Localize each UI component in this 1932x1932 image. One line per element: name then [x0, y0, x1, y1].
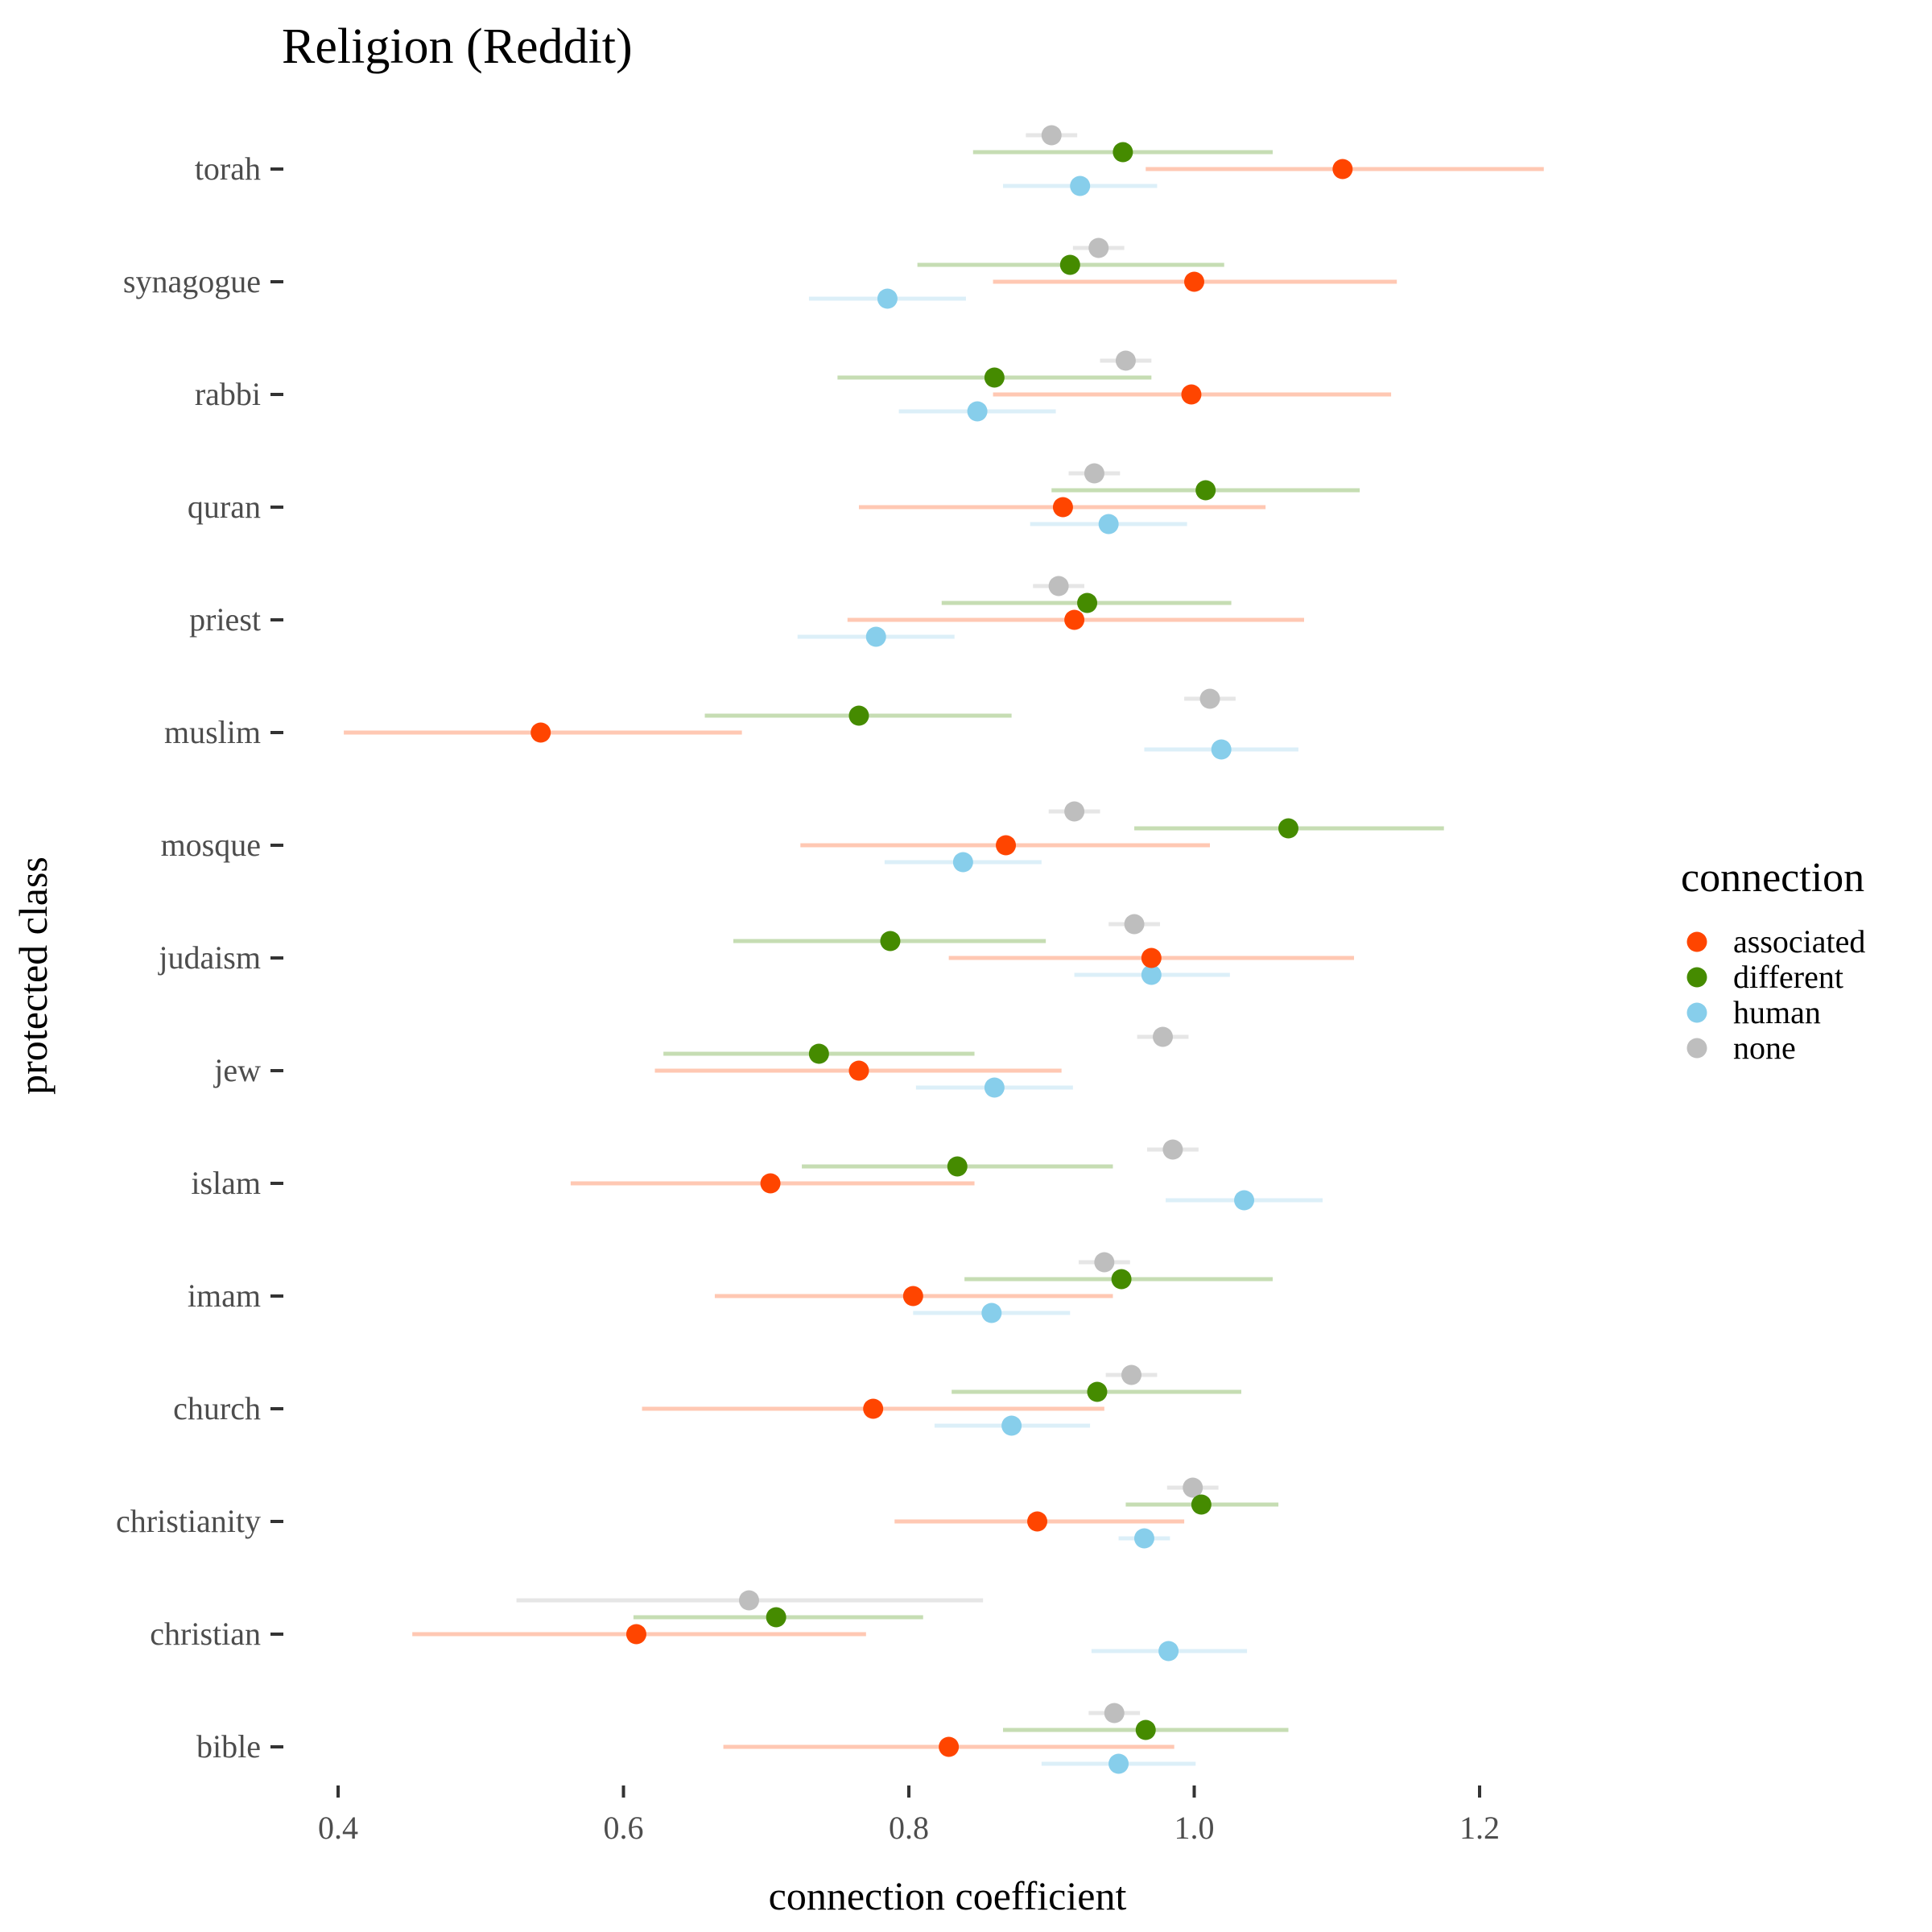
chart-title: Religion (Reddit) [282, 19, 633, 74]
legend-key-none [1686, 1038, 1707, 1059]
point-human [1001, 1415, 1022, 1436]
point-different [1113, 142, 1133, 163]
y-tick-label: bible [196, 1728, 261, 1765]
y-axis-label: protected class [10, 857, 56, 1095]
point-associated [1184, 271, 1204, 292]
point-associated [625, 1624, 646, 1645]
point-none [1088, 237, 1109, 258]
point-none [1064, 801, 1085, 822]
point-human [865, 626, 886, 647]
y-tick-label: judaism [157, 939, 261, 976]
legend-label-associated: associated [1733, 923, 1865, 960]
point-none [1162, 1139, 1183, 1160]
point-different [848, 705, 869, 726]
x-tick-label: 1.0 [1174, 1810, 1215, 1846]
y-tick-label: priest [189, 601, 261, 638]
confidence-intervals [344, 133, 1544, 1766]
y-tick-label: christian [150, 1616, 261, 1652]
point-none [1153, 1026, 1174, 1047]
y-tick-label: church [173, 1390, 261, 1426]
point-different [947, 1156, 968, 1177]
legend-label-different: different [1733, 959, 1843, 995]
y-axis: torah synagogue rabbi quran priest muslim mosq… [116, 151, 283, 1765]
point-associated [1141, 947, 1162, 968]
point-none [1104, 1703, 1125, 1724]
x-axis: 0.4 0.6 0.8 1.0 1.2 [318, 1785, 1500, 1846]
point-different [808, 1043, 829, 1064]
y-tick-label: islam [191, 1165, 261, 1201]
legend-key-associated [1686, 931, 1707, 952]
point-none [1199, 688, 1220, 709]
point-associated [1332, 159, 1353, 180]
point-none [1084, 463, 1104, 484]
point-none [1124, 914, 1145, 935]
point-none [1115, 350, 1136, 371]
y-tick-label: jew [213, 1052, 261, 1088]
point-associated [1052, 497, 1073, 518]
point-human [1098, 514, 1119, 535]
point-associated [939, 1736, 960, 1757]
y-tick-label: synagogue [123, 263, 261, 299]
point-human [1211, 739, 1232, 760]
y-tick-label: christianity [116, 1503, 261, 1539]
point-associated [530, 722, 551, 743]
y-tick-label: mosque [161, 827, 261, 863]
point-human [981, 1302, 1002, 1323]
point-none [1121, 1364, 1142, 1385]
point-human [877, 288, 898, 309]
point-human [1234, 1190, 1255, 1211]
y-tick-label: rabbi [195, 376, 261, 412]
point-none [1048, 576, 1069, 597]
point-none [1041, 125, 1062, 146]
point-different [1111, 1269, 1132, 1290]
x-tick-label: 0.6 [604, 1810, 644, 1846]
point-human [984, 1077, 1005, 1098]
point-human [967, 401, 988, 422]
point-human [1141, 964, 1162, 985]
point-none [738, 1590, 759, 1611]
point-different [1077, 592, 1098, 613]
point-human [952, 852, 973, 873]
point-human [1070, 175, 1091, 196]
point-human [1158, 1641, 1179, 1662]
y-tick-label: imam [188, 1278, 261, 1314]
legend-title: connection [1681, 855, 1864, 901]
point-different [1195, 480, 1216, 501]
point-associated [1181, 384, 1202, 405]
y-tick-label: muslim [164, 714, 261, 750]
data-points [530, 125, 1353, 1774]
point-different [1087, 1381, 1108, 1402]
x-axis-label: connection coefficient [769, 1873, 1127, 1918]
point-different [984, 367, 1005, 388]
x-tick-label: 1.2 [1459, 1810, 1500, 1846]
point-different [1278, 818, 1298, 839]
point-different [1135, 1719, 1156, 1740]
point-associated [848, 1060, 869, 1081]
legend-key-human [1686, 1002, 1707, 1023]
point-associated [996, 835, 1017, 856]
point-different [1059, 254, 1080, 275]
point-associated [1027, 1511, 1048, 1532]
y-tick-label: quran [188, 489, 261, 525]
legend-label-human: human [1733, 994, 1821, 1030]
legend-label-none: none [1733, 1030, 1796, 1066]
point-different [880, 931, 901, 952]
point-human [1108, 1753, 1129, 1774]
legend-key-different [1686, 967, 1707, 988]
x-tick-label: 0.8 [889, 1810, 929, 1846]
point-different [766, 1607, 786, 1628]
point-different [1191, 1494, 1212, 1515]
point-none [1094, 1252, 1115, 1273]
y-tick-label: torah [195, 151, 261, 187]
point-human [1133, 1528, 1154, 1549]
point-associated [760, 1173, 781, 1194]
x-tick-label: 0.4 [318, 1810, 358, 1846]
point-associated [1064, 609, 1085, 630]
point-associated [863, 1398, 884, 1419]
point-none [1183, 1477, 1203, 1498]
point-associated [902, 1286, 923, 1307]
